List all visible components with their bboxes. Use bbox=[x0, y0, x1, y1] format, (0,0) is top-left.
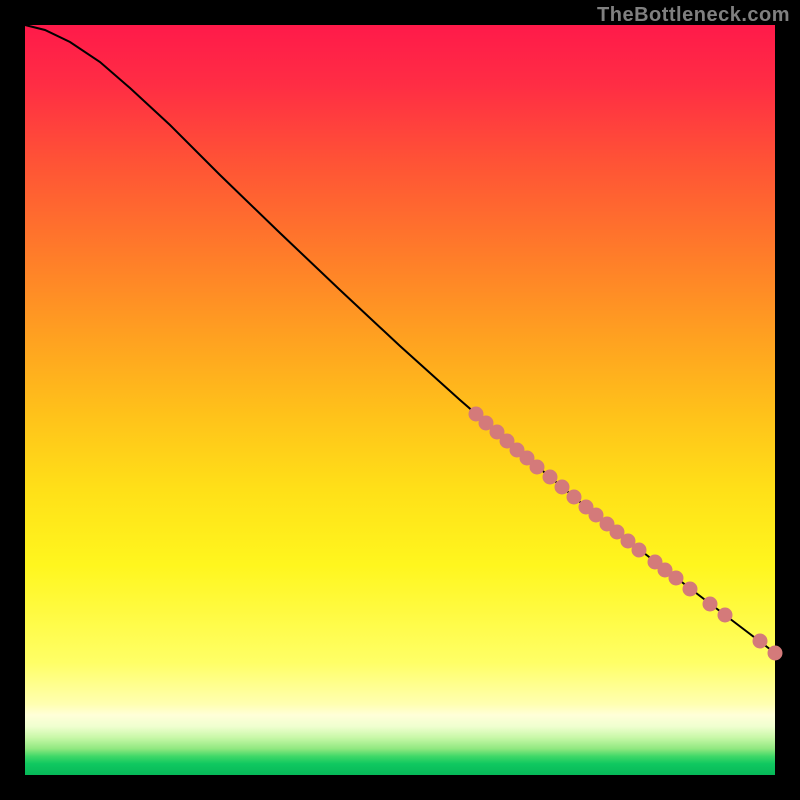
bottleneck-curve bbox=[25, 25, 775, 653]
data-marker bbox=[567, 490, 581, 504]
chart-overlay bbox=[0, 0, 800, 800]
watermark-text: TheBottleneck.com bbox=[597, 4, 790, 27]
data-marker bbox=[543, 470, 557, 484]
data-marker bbox=[530, 460, 544, 474]
data-marker bbox=[669, 571, 683, 585]
data-marker bbox=[632, 543, 646, 557]
data-marker bbox=[718, 608, 732, 622]
data-marker bbox=[753, 634, 767, 648]
data-marker bbox=[703, 597, 717, 611]
data-marker bbox=[555, 480, 569, 494]
data-marker bbox=[768, 646, 782, 660]
bottleneck-chart: TheBottleneck.com bbox=[0, 0, 800, 800]
data-marker bbox=[683, 582, 697, 596]
